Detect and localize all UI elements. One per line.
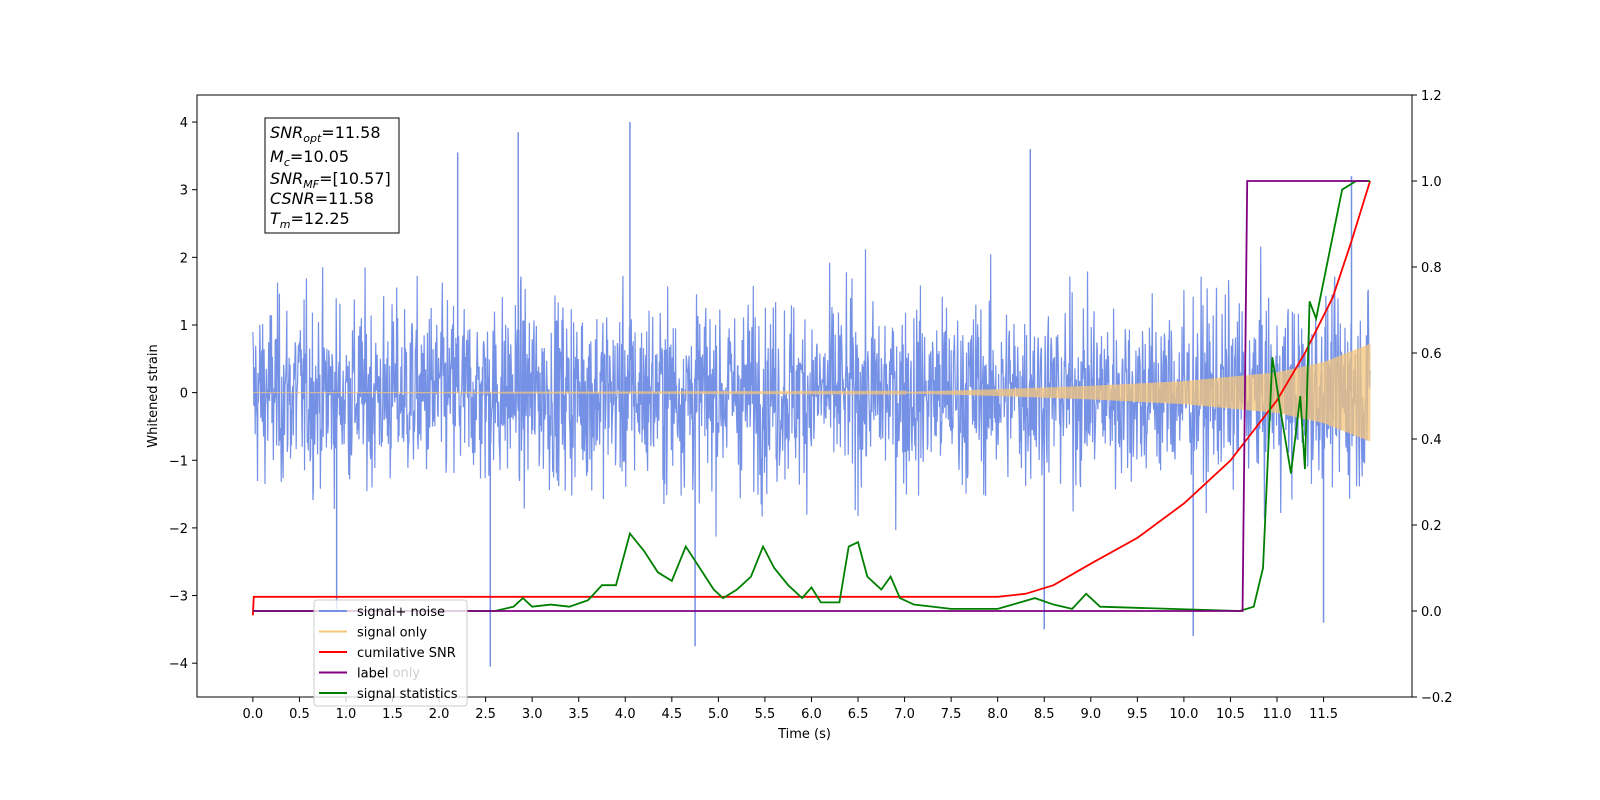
cumilative-snr-line xyxy=(251,180,1371,616)
x-tick-label: 8.0 xyxy=(987,707,1008,722)
y-axis-label: Whitened strain xyxy=(146,344,161,447)
legend-label: signal+ noise xyxy=(357,605,445,620)
y-tick-label-left: −3 xyxy=(169,590,188,605)
x-tick-label: 2.0 xyxy=(429,707,450,722)
y-tick-label-right: 1.0 xyxy=(1421,175,1442,190)
x-tick-label: 6.5 xyxy=(848,707,869,722)
x-tick-label: 4.5 xyxy=(661,707,682,722)
y-tick-label-left: 0 xyxy=(180,387,188,402)
legend-label: label xyxy=(357,667,388,682)
annotation-frame xyxy=(264,117,400,234)
y-tick-label-left: 3 xyxy=(180,184,188,199)
signal-noise-line xyxy=(252,246,1371,537)
y-tick-label-left: −1 xyxy=(169,454,188,469)
x-tick-label: 1.0 xyxy=(336,707,357,722)
y-tick-label-left: 2 xyxy=(180,251,188,266)
label-line xyxy=(252,180,1369,612)
legend-label: cumilative SNR xyxy=(357,646,456,661)
y-tick-label-right: 0.8 xyxy=(1421,261,1442,276)
y-tick-label-right: 0.2 xyxy=(1421,519,1442,534)
x-tick-label: 11.0 xyxy=(1263,707,1292,722)
signal-only-series xyxy=(252,343,1371,442)
x-tick-label: 0.5 xyxy=(289,707,310,722)
y-tick-label-right: −0.2 xyxy=(1421,691,1453,706)
y-tick-label-right: 1.2 xyxy=(1421,89,1442,104)
x-axis-label: Time (s) xyxy=(777,727,831,742)
annotation-line: SNRMF=[10.57] xyxy=(270,169,391,191)
x-tick-label: 0.0 xyxy=(243,707,264,722)
plot-frame xyxy=(196,94,1413,698)
legend-frame xyxy=(313,599,468,707)
y-tick-label-left: −4 xyxy=(169,657,188,672)
annotation-line: CSNR=11.58 xyxy=(270,189,374,208)
x-tick-label: 11.5 xyxy=(1309,707,1338,722)
x-tick-label: 10.5 xyxy=(1216,707,1245,722)
x-tick-label: 7.0 xyxy=(894,707,915,722)
annotation-line: Mc=10.05 xyxy=(270,147,349,169)
y-tick-label-left: −2 xyxy=(169,522,188,537)
x-tick-label: 2.5 xyxy=(475,707,496,722)
legend-faint-text: label only xyxy=(357,666,420,681)
x-tick-label: 10.0 xyxy=(1169,707,1198,722)
x-tick-label: 5.0 xyxy=(708,707,729,722)
signal-statistics-line xyxy=(252,180,1371,612)
x-tick-label: 4.0 xyxy=(615,707,636,722)
y-tick-label-right: 0.4 xyxy=(1421,433,1442,448)
legend: label only signal+ noise signal only cumila… xyxy=(313,599,468,707)
x-tick-label: 3.0 xyxy=(522,707,543,722)
x-tick-label: 9.5 xyxy=(1127,707,1148,722)
y-tick-label-right: 0.0 xyxy=(1421,605,1442,620)
right-axis-series xyxy=(251,180,1371,616)
x-tick-label: 6.0 xyxy=(801,707,822,722)
annotation-line: Tm=12.25 xyxy=(270,209,350,231)
axes: 0.0 0.5 1.0 1.5 2.0 2.5 3.0 3.5 4.0 4.5 5.0 5.5 6.0 6… xyxy=(169,89,1453,722)
y-tick-label-left: 4 xyxy=(180,116,188,131)
annotation-box: SNRopt=11.58Mc=10.05SNRMF=[10.57]CSNR=11… xyxy=(264,117,400,234)
y-tick-label-left: 1 xyxy=(180,319,188,334)
x-tick-label: 7.5 xyxy=(941,707,962,722)
annotation-line: SNRopt=11.58 xyxy=(270,123,381,145)
x-tick-label: 9.0 xyxy=(1080,707,1101,722)
x-tick-label: 8.5 xyxy=(1034,707,1055,722)
x-tick-label: 1.5 xyxy=(382,707,403,722)
legend-label: signal statistics xyxy=(357,687,458,702)
signal-only-line xyxy=(252,343,1371,442)
x-tick-label: 5.5 xyxy=(755,707,776,722)
x-tick-label: 3.5 xyxy=(568,707,589,722)
y-tick-label-right: 0.6 xyxy=(1421,347,1442,362)
legend-label: signal only xyxy=(357,626,427,641)
